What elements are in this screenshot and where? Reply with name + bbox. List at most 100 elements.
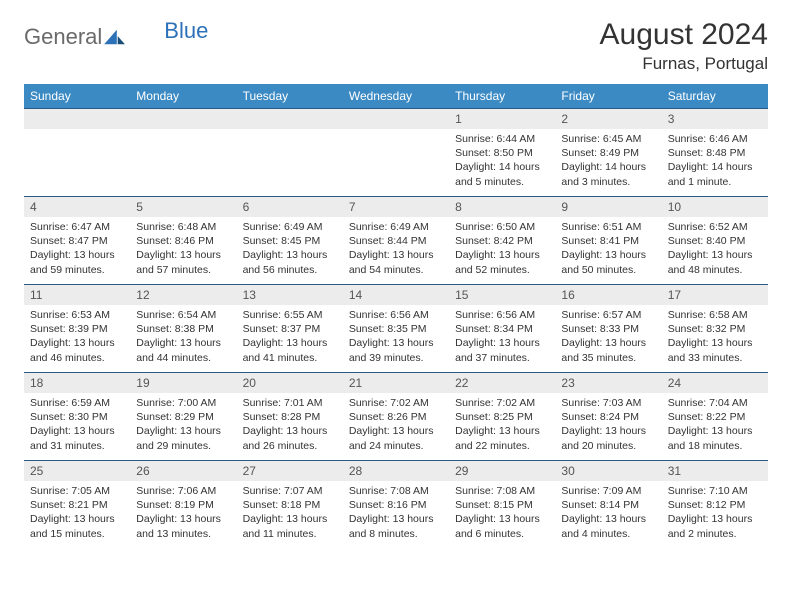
sunset-line: Sunset: 8:14 PM xyxy=(561,498,655,512)
calendar-cell xyxy=(237,109,343,197)
sunrise-line: Sunrise: 7:08 AM xyxy=(455,484,549,498)
day-number: 5 xyxy=(130,197,236,217)
day-details: Sunrise: 6:50 AMSunset: 8:42 PMDaylight:… xyxy=(449,217,555,281)
sunset-line: Sunset: 8:46 PM xyxy=(136,234,230,248)
calendar-cell: 9Sunrise: 6:51 AMSunset: 8:41 PMDaylight… xyxy=(555,197,661,285)
day-details: Sunrise: 6:57 AMSunset: 8:33 PMDaylight:… xyxy=(555,305,661,369)
sunset-line: Sunset: 8:19 PM xyxy=(136,498,230,512)
day-details: Sunrise: 7:01 AMSunset: 8:28 PMDaylight:… xyxy=(237,393,343,457)
sunset-line: Sunset: 8:49 PM xyxy=(561,146,655,160)
sunrise-line: Sunrise: 6:52 AM xyxy=(668,220,762,234)
day-details: Sunrise: 6:56 AMSunset: 8:34 PMDaylight:… xyxy=(449,305,555,369)
sunrise-line: Sunrise: 6:49 AM xyxy=(243,220,337,234)
daylight-line: Daylight: 13 hours and 54 minutes. xyxy=(349,248,443,276)
day-number: 1 xyxy=(449,109,555,129)
calendar-week: 25Sunrise: 7:05 AMSunset: 8:21 PMDayligh… xyxy=(24,461,768,549)
sunset-line: Sunset: 8:41 PM xyxy=(561,234,655,248)
sunset-line: Sunset: 8:32 PM xyxy=(668,322,762,336)
day-details: Sunrise: 6:49 AMSunset: 8:45 PMDaylight:… xyxy=(237,217,343,281)
day-details: Sunrise: 6:53 AMSunset: 8:39 PMDaylight:… xyxy=(24,305,130,369)
day-number: 6 xyxy=(237,197,343,217)
calendar-cell: 18Sunrise: 6:59 AMSunset: 8:30 PMDayligh… xyxy=(24,373,130,461)
sunset-line: Sunset: 8:25 PM xyxy=(455,410,549,424)
calendar-cell: 21Sunrise: 7:02 AMSunset: 8:26 PMDayligh… xyxy=(343,373,449,461)
sunset-line: Sunset: 8:50 PM xyxy=(455,146,549,160)
daylight-line: Daylight: 13 hours and 29 minutes. xyxy=(136,424,230,452)
sunrise-line: Sunrise: 6:53 AM xyxy=(30,308,124,322)
calendar-cell: 20Sunrise: 7:01 AMSunset: 8:28 PMDayligh… xyxy=(237,373,343,461)
calendar-cell: 28Sunrise: 7:08 AMSunset: 8:16 PMDayligh… xyxy=(343,461,449,549)
day-details: Sunrise: 6:47 AMSunset: 8:47 PMDaylight:… xyxy=(24,217,130,281)
calendar-cell: 10Sunrise: 6:52 AMSunset: 8:40 PMDayligh… xyxy=(662,197,768,285)
day-details: Sunrise: 7:10 AMSunset: 8:12 PMDaylight:… xyxy=(662,481,768,545)
day-details: Sunrise: 6:59 AMSunset: 8:30 PMDaylight:… xyxy=(24,393,130,457)
calendar-cell: 19Sunrise: 7:00 AMSunset: 8:29 PMDayligh… xyxy=(130,373,236,461)
calendar-cell: 1Sunrise: 6:44 AMSunset: 8:50 PMDaylight… xyxy=(449,109,555,197)
calendar-cell: 12Sunrise: 6:54 AMSunset: 8:38 PMDayligh… xyxy=(130,285,236,373)
daylight-line: Daylight: 13 hours and 26 minutes. xyxy=(243,424,337,452)
sunset-line: Sunset: 8:12 PM xyxy=(668,498,762,512)
sunrise-line: Sunrise: 6:55 AM xyxy=(243,308,337,322)
sunrise-line: Sunrise: 6:59 AM xyxy=(30,396,124,410)
day-number: 18 xyxy=(24,373,130,393)
calendar-body: 1Sunrise: 6:44 AMSunset: 8:50 PMDaylight… xyxy=(24,109,768,549)
daylight-line: Daylight: 13 hours and 6 minutes. xyxy=(455,512,549,540)
daylight-line: Daylight: 13 hours and 22 minutes. xyxy=(455,424,549,452)
calendar-cell: 5Sunrise: 6:48 AMSunset: 8:46 PMDaylight… xyxy=(130,197,236,285)
sunrise-line: Sunrise: 6:45 AM xyxy=(561,132,655,146)
daylight-line: Daylight: 13 hours and 24 minutes. xyxy=(349,424,443,452)
day-number: 11 xyxy=(24,285,130,305)
sunset-line: Sunset: 8:22 PM xyxy=(668,410,762,424)
day-number: 24 xyxy=(662,373,768,393)
day-number: 3 xyxy=(662,109,768,129)
day-number: 4 xyxy=(24,197,130,217)
calendar-cell: 3Sunrise: 6:46 AMSunset: 8:48 PMDaylight… xyxy=(662,109,768,197)
daylight-line: Daylight: 13 hours and 33 minutes. xyxy=(668,336,762,364)
calendar-cell: 31Sunrise: 7:10 AMSunset: 8:12 PMDayligh… xyxy=(662,461,768,549)
sunrise-line: Sunrise: 7:00 AM xyxy=(136,396,230,410)
calendar-cell: 15Sunrise: 6:56 AMSunset: 8:34 PMDayligh… xyxy=(449,285,555,373)
calendar-cell xyxy=(24,109,130,197)
day-number-empty xyxy=(343,109,449,129)
calendar-week: 11Sunrise: 6:53 AMSunset: 8:39 PMDayligh… xyxy=(24,285,768,373)
day-details: Sunrise: 6:45 AMSunset: 8:49 PMDaylight:… xyxy=(555,129,661,193)
title-block: August 2024 Furnas, Portugal xyxy=(600,18,768,74)
day-number: 22 xyxy=(449,373,555,393)
day-details: Sunrise: 6:52 AMSunset: 8:40 PMDaylight:… xyxy=(662,217,768,281)
sunset-line: Sunset: 8:26 PM xyxy=(349,410,443,424)
sunrise-line: Sunrise: 6:50 AM xyxy=(455,220,549,234)
daylight-line: Daylight: 13 hours and 59 minutes. xyxy=(30,248,124,276)
calendar-week: 1Sunrise: 6:44 AMSunset: 8:50 PMDaylight… xyxy=(24,109,768,197)
daylight-line: Daylight: 13 hours and 20 minutes. xyxy=(561,424,655,452)
calendar-cell: 17Sunrise: 6:58 AMSunset: 8:32 PMDayligh… xyxy=(662,285,768,373)
weekday-header: Monday xyxy=(130,84,236,109)
day-number: 25 xyxy=(24,461,130,481)
sunrise-line: Sunrise: 7:06 AM xyxy=(136,484,230,498)
day-details: Sunrise: 6:56 AMSunset: 8:35 PMDaylight:… xyxy=(343,305,449,369)
day-details: Sunrise: 6:44 AMSunset: 8:50 PMDaylight:… xyxy=(449,129,555,193)
day-number: 15 xyxy=(449,285,555,305)
weekday-header: Tuesday xyxy=(237,84,343,109)
calendar-cell: 8Sunrise: 6:50 AMSunset: 8:42 PMDaylight… xyxy=(449,197,555,285)
daylight-line: Daylight: 13 hours and 39 minutes. xyxy=(349,336,443,364)
day-details: Sunrise: 7:02 AMSunset: 8:26 PMDaylight:… xyxy=(343,393,449,457)
calendar-cell: 6Sunrise: 6:49 AMSunset: 8:45 PMDaylight… xyxy=(237,197,343,285)
day-number-empty xyxy=(130,109,236,129)
daylight-line: Daylight: 14 hours and 5 minutes. xyxy=(455,160,549,188)
calendar-cell: 4Sunrise: 6:47 AMSunset: 8:47 PMDaylight… xyxy=(24,197,130,285)
day-details: Sunrise: 7:06 AMSunset: 8:19 PMDaylight:… xyxy=(130,481,236,545)
day-details: Sunrise: 7:04 AMSunset: 8:22 PMDaylight:… xyxy=(662,393,768,457)
weekday-header: Wednesday xyxy=(343,84,449,109)
day-number: 29 xyxy=(449,461,555,481)
sunrise-line: Sunrise: 7:10 AM xyxy=(668,484,762,498)
sunset-line: Sunset: 8:45 PM xyxy=(243,234,337,248)
sunset-line: Sunset: 8:16 PM xyxy=(349,498,443,512)
weekday-header: Saturday xyxy=(662,84,768,109)
sunset-line: Sunset: 8:44 PM xyxy=(349,234,443,248)
day-number-empty xyxy=(24,109,130,129)
daylight-line: Daylight: 13 hours and 46 minutes. xyxy=(30,336,124,364)
day-number: 14 xyxy=(343,285,449,305)
daylight-line: Daylight: 14 hours and 3 minutes. xyxy=(561,160,655,188)
day-details: Sunrise: 6:54 AMSunset: 8:38 PMDaylight:… xyxy=(130,305,236,369)
sunrise-line: Sunrise: 6:49 AM xyxy=(349,220,443,234)
